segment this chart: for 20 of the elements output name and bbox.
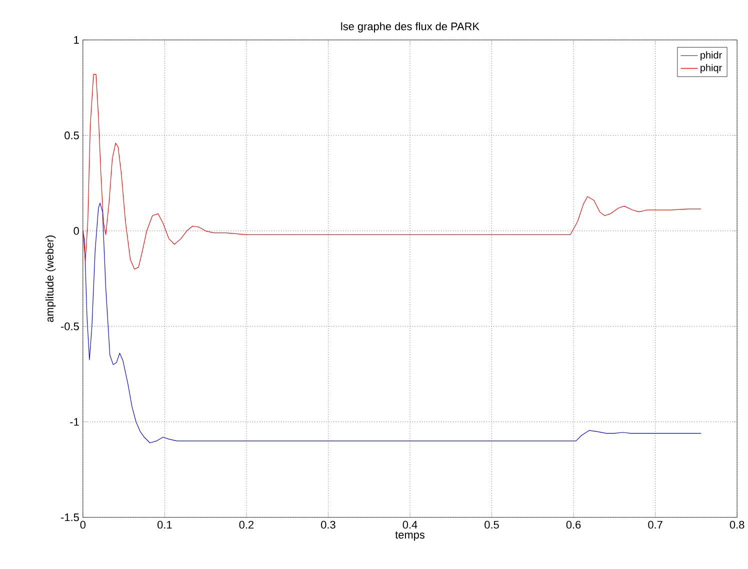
y-tick-label: 0	[74, 226, 79, 235]
x-tick-label: 0.5	[484, 520, 499, 528]
x-tick-label: 0	[80, 520, 86, 528]
y-tick-label: -1	[70, 418, 79, 426]
legend-label: phidr	[700, 51, 722, 60]
legend-label: phiqr	[700, 64, 722, 74]
x-tick-label: 0.2	[239, 520, 254, 528]
x-tick-label: 0.3	[321, 520, 336, 528]
x-tick-label: 0.4	[402, 520, 418, 528]
x-tick-label: 0.8	[730, 520, 744, 528]
chart-title: lse graphe des flux de PARK	[341, 22, 480, 32]
y-tick-label: -0.5	[61, 322, 79, 330]
y-axis-title: amplitude (weber)	[45, 235, 56, 322]
x-axis-title: temps	[395, 531, 424, 541]
x-tick-label: 0.6	[566, 520, 581, 528]
y-tick-label: 0.5	[64, 131, 79, 140]
x-tick-label: 0.7	[648, 520, 662, 528]
y-tick-label: 1	[74, 36, 79, 44]
x-tick-label: 0.1	[157, 520, 172, 528]
y-tick-label: -1.5	[61, 513, 79, 522]
